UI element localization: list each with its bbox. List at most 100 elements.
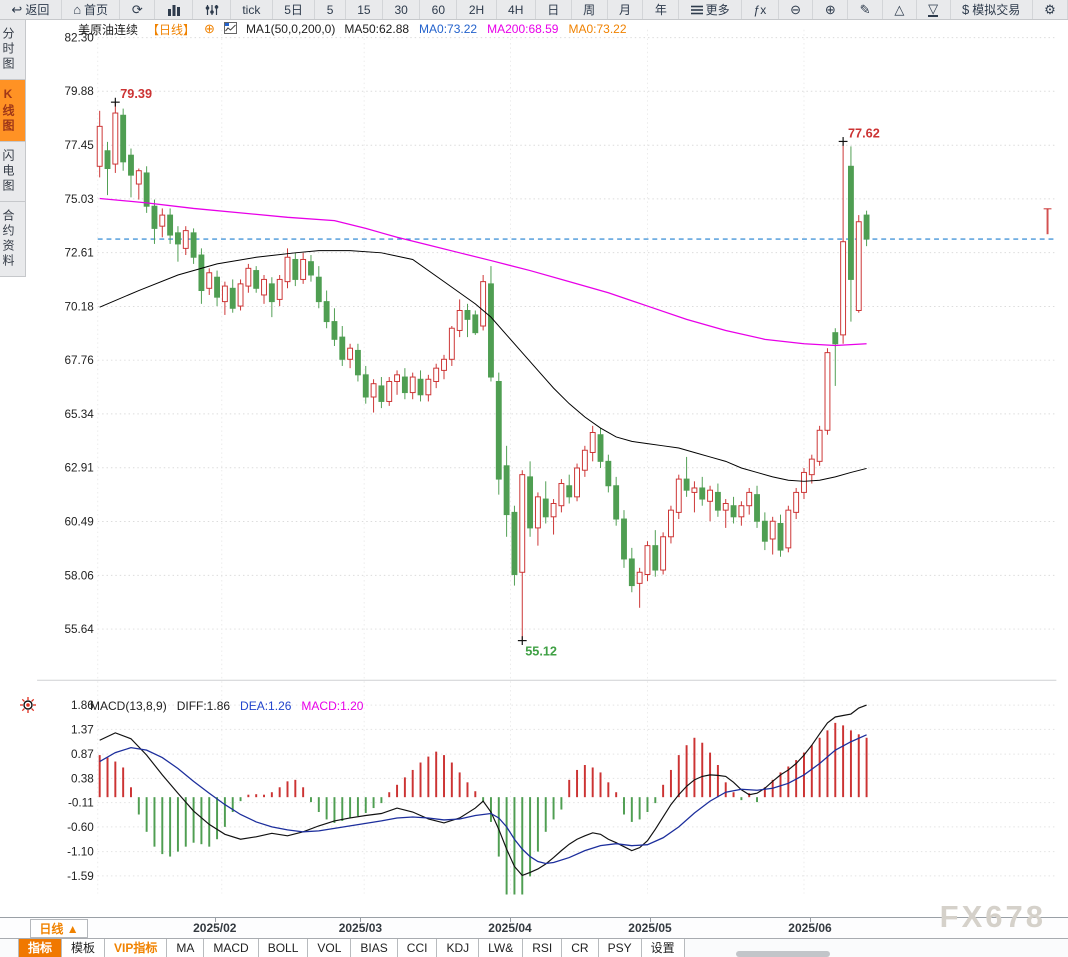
axis-label: -1.10 [67, 846, 94, 859]
indicator-tab-PSY[interactable]: PSY [598, 939, 642, 957]
ma-settings[interactable]: MA1(50,0,200,0) [245, 22, 336, 36]
indicator-tab-MACD[interactable]: MACD [204, 939, 259, 957]
axis-label: 1.37 [71, 723, 94, 736]
period-tag: 【日线】 [147, 22, 196, 37]
toolbar-period-5-button[interactable]: 5 [315, 0, 346, 19]
toolbar-zoom-in-button[interactable]: ⊕ [813, 0, 849, 19]
indicator-tab-RSI[interactable]: RSI [523, 939, 563, 957]
toolbar-home-button[interactable]: ⌂ 首页 [62, 0, 121, 19]
toolbar-period-year-label: 年 [654, 3, 667, 17]
axis-label: 77.62 [848, 126, 880, 141]
candle-body [331, 321, 338, 340]
horizontal-scrollbar[interactable] [736, 951, 830, 957]
candle-body [253, 270, 260, 289]
toolbar-period-30-button[interactable]: 30 [383, 0, 421, 19]
indicator-tab-模板[interactable]: 模板 [62, 939, 106, 957]
candle-body [808, 458, 815, 476]
period-selector-dropdown[interactable]: 日线 ▲ [30, 919, 88, 938]
toolbar-period-month-button[interactable]: 月 [608, 0, 644, 19]
toolbar-period-5d-button[interactable]: 5日 [273, 0, 316, 19]
candle-body [300, 258, 307, 280]
candle-body [511, 511, 518, 575]
axis-label: -0.11 [68, 797, 94, 810]
toolbar-sim-trade-label: 模拟交易 [972, 3, 1021, 17]
toolbar-back-button[interactable]: ↩ 返回 [0, 0, 62, 19]
macd-legend-item: DIFF:1.86 [176, 699, 231, 713]
toolbar-period-15-button[interactable]: 15 [346, 0, 384, 19]
toolbar-home-label: 首页 [84, 3, 109, 17]
pen-icon: ✎ [859, 2, 871, 17]
toolbar-more-label: 更多 [705, 3, 730, 17]
price-chart[interactable]: 82.30 79.88 77.45 75.03 72.61 70.18 67.76 65.34… [0, 20, 1068, 917]
indicator-tab-KDJ[interactable]: KDJ [437, 939, 480, 957]
candle-body [284, 256, 291, 283]
month-tick [650, 918, 651, 922]
indicator-tab-BIAS[interactable]: BIAS [351, 939, 398, 957]
indicator-tab-指标[interactable]: 指标 [18, 939, 63, 957]
candle-body [613, 485, 620, 520]
toolbar-period-4h-label: 4H [508, 2, 524, 17]
macd-header: MACD(13,8,9) DIFF:1.86 DEA:1.26 MACD:1.20 [90, 699, 373, 713]
toolbar-period-day-button[interactable]: 日 [536, 0, 572, 19]
toolbar-period-2h-button[interactable]: 2H [457, 0, 497, 19]
toolbar-refresh-button[interactable]: ⟳ [120, 0, 156, 19]
candle-body [456, 309, 463, 331]
candle-body [143, 172, 150, 207]
toolbar-settings-button[interactable]: ⚙ [1033, 0, 1068, 19]
axis-label: 65.34 [64, 408, 94, 421]
toolbar-formula-button[interactable]: ƒx [742, 0, 779, 19]
month-label: 2025/03 [338, 921, 383, 935]
toolbar-period-4h-button[interactable]: 4H [497, 0, 536, 19]
indicator-tab-CCI[interactable]: CCI [397, 939, 438, 957]
axis-label: 79.39 [120, 86, 152, 101]
candle-body [472, 314, 479, 334]
toolbar-draw-button[interactable]: ✎ [848, 0, 883, 19]
toolbar-period-tick-button[interactable]: tick [231, 0, 273, 19]
toolbar-sim-trade-button[interactable]: $ 模拟交易 [951, 0, 1033, 19]
candle-body [730, 505, 737, 518]
candle-body [707, 489, 714, 502]
home-icon: ⌂ [73, 2, 82, 17]
axis-label: 60.49 [64, 515, 93, 528]
sidebar-tab-flash-chart[interactable]: 闪电图 [0, 142, 26, 202]
macd-settings-icon[interactable] [19, 696, 37, 714]
indicator-tab-VOL[interactable]: VOL [308, 939, 352, 957]
toolbar-period-year-button[interactable]: 年 [643, 0, 680, 19]
candle-body [542, 498, 549, 518]
ma-legend-item: MA0:73.22 [568, 22, 627, 36]
candle-body [495, 380, 502, 480]
toolbar-period-week-button[interactable]: 周 [572, 0, 608, 19]
month-label: 2025/06 [788, 921, 832, 935]
candle-body [394, 374, 400, 382]
add-indicator-icon[interactable]: ⊕ [204, 21, 215, 36]
candle-body [832, 332, 839, 345]
sliders-icon [205, 4, 219, 16]
toolbar-period-week-label: 周 [583, 3, 596, 17]
toolbar-indicator-adjust-button[interactable] [193, 0, 231, 19]
toolbar-chart-type-button[interactable] [155, 0, 194, 19]
indicator-tab-CR[interactable]: CR [562, 939, 599, 957]
indicator-tab-MA[interactable]: MA [167, 939, 205, 957]
ma50-line [99, 250, 867, 482]
axis-label: -0.60 [67, 821, 94, 834]
toolbar-triangle-down-button[interactable]: ▽ [917, 0, 951, 19]
month-tick [214, 918, 216, 922]
indicator-tab-设置[interactable]: 设置 [641, 939, 685, 957]
indicator-tab-LW&[interactable]: LW& [479, 939, 524, 957]
axis-label: -1.59 [67, 870, 94, 883]
triangle-up-icon: △ [894, 2, 905, 17]
month-tick [360, 918, 362, 922]
toolbar-period-60-button[interactable]: 60 [420, 0, 458, 19]
indicator-tab-BOLL[interactable]: BOLL [258, 939, 309, 957]
indicator-tab-VIP指标[interactable]: VIP指标 [105, 939, 168, 957]
candle-body [229, 287, 236, 309]
toolbar-triangle-up-button[interactable]: △ [883, 0, 917, 19]
sidebar-tab-kline-chart[interactable]: K线图 [0, 80, 26, 142]
sidebar-tab-contract-info[interactable]: 合约资料 [0, 202, 26, 277]
candle-body [550, 503, 557, 518]
sidebar-tab-time-chart[interactable]: 分时图 [0, 20, 26, 80]
kline-chart-icon [167, 4, 181, 16]
toolbar-zoom-out-button[interactable]: ⊖ [779, 0, 814, 19]
toolbar-more-button[interactable]: 更多 [679, 0, 743, 19]
mini-chart-icon[interactable] [223, 21, 237, 37]
